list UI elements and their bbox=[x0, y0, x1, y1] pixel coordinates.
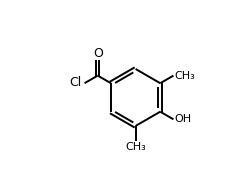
Text: O: O bbox=[93, 47, 103, 60]
Text: CH₃: CH₃ bbox=[175, 71, 196, 81]
Text: Cl: Cl bbox=[69, 76, 81, 89]
Text: CH₃: CH₃ bbox=[125, 142, 146, 153]
Text: OH: OH bbox=[175, 114, 192, 124]
